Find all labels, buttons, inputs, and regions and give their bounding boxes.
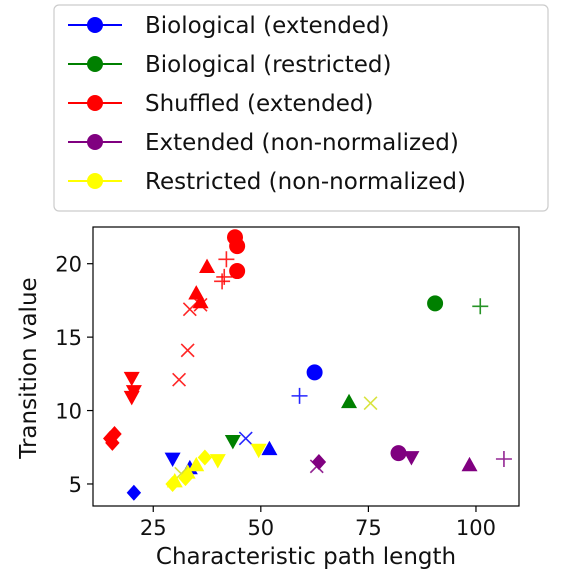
legend-marker [87,173,103,189]
y-tick-label: 15 [55,326,82,350]
legend-label: Extended (non-normalized) [145,130,459,156]
x-tick-label: 75 [355,516,382,540]
legend-entry: Extended (non-normalized) [68,130,459,156]
series-group [103,229,246,451]
data-point-x [180,343,195,358]
legend-label: Shuffled (extended) [145,91,373,117]
data-point-triangle-down [209,454,226,469]
data-point-x [238,431,253,446]
data-point-triangle-up [188,456,205,472]
data-point-x [363,396,378,411]
legend-marker [87,134,103,150]
data-point-triangle-down [224,434,241,450]
data-point-plus [214,273,231,290]
data-point-circle [229,263,246,280]
data-point-plus [218,251,235,268]
legend: Biological (extended) Biological (restric… [53,4,549,212]
y-axis-label: Transition value [16,277,42,459]
legend-entry: Biological (restricted) [68,52,391,78]
data-point-triangle-down [123,390,140,406]
plot-area [93,227,519,506]
data-point-triangle-up [461,456,478,472]
legend-marker [87,56,103,72]
y-tick-label: 20 [55,253,82,277]
data-point-triangle-up [192,293,209,309]
data-point-x [309,459,324,474]
data-point-plus [495,451,512,468]
legend-label: Biological (restricted) [145,52,391,78]
legend-marker [87,17,103,33]
data-point-triangle-up [341,393,358,409]
data-points [103,229,512,501]
legend-marker [87,95,103,111]
legend-entry: Shuffled (extended) [68,91,373,117]
x-axis-label: Characteristic path length [156,544,456,570]
data-point-circle [427,295,444,312]
legend-entry: Biological (extended) [68,13,390,39]
y-tick-label: 5 [69,473,82,497]
data-point-triangle-up [261,440,278,456]
data-point-triangle-up [199,258,216,274]
data-point-triangle-down [123,371,140,387]
data-point-diamond [197,449,213,466]
data-point-diamond [178,470,193,487]
axis-ticks: 25 50 75 100 5 10 15 20 [55,253,496,540]
data-point-diamond [105,434,120,451]
x-tick-label: 50 [247,516,274,540]
data-point-x [182,302,197,317]
plot-border [92,226,520,507]
x-tick-label: 25 [140,516,167,540]
data-point-circle [229,238,246,255]
series-group [224,295,489,450]
legend-label: Biological (extended) [145,13,390,39]
data-point-plus [472,298,489,315]
data-point-x [193,297,208,312]
series-group [165,396,378,492]
data-point-circle [306,364,323,381]
legend-label: Restricted (non-normalized) [145,169,466,195]
data-point-circle [390,445,407,462]
y-tick-label: 10 [55,400,82,424]
x-tick-label: 100 [456,516,496,540]
data-point-x [172,372,187,387]
legend-entry: Restricted (non-normalized) [68,169,466,195]
data-point-triangle-down [403,451,420,466]
data-point-triangle-down [164,452,181,468]
data-point-plus [291,387,308,404]
data-point-triangle-down [250,443,267,459]
data-point-diamond [126,484,142,501]
series-group [309,445,512,474]
data-point-plus [216,268,233,285]
legend-frame [53,4,549,212]
data-point-diamond [165,475,180,492]
